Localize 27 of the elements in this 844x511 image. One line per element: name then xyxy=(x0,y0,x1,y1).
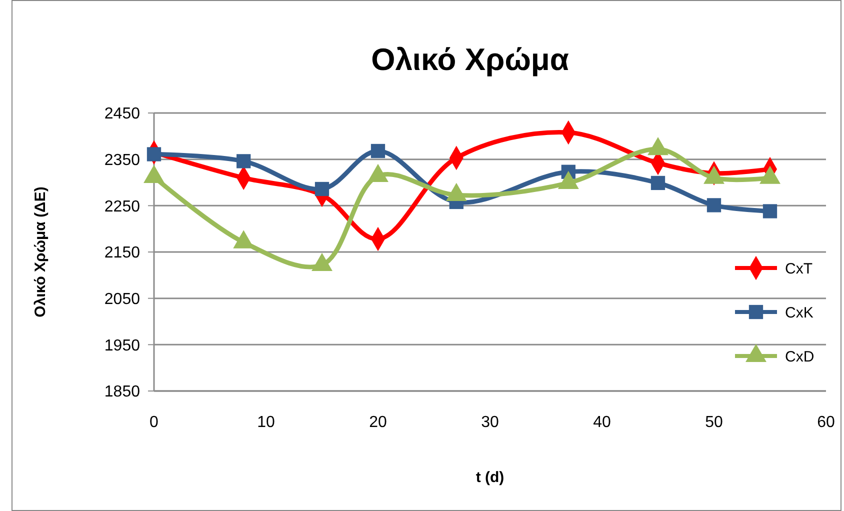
y-tick-label: 2350 xyxy=(104,152,140,169)
legend-label: CxD xyxy=(785,348,814,366)
point xyxy=(146,147,162,162)
y-tick-label: 2250 xyxy=(104,198,140,216)
legend-label: CxT xyxy=(785,260,812,278)
point xyxy=(650,176,666,190)
point xyxy=(706,198,722,212)
x-tick-label: 30 xyxy=(481,414,499,431)
x-tick-label: 20 xyxy=(369,414,387,431)
y-tick-label: 2050 xyxy=(104,290,140,308)
x-tick-label: 0 xyxy=(150,414,159,431)
point xyxy=(370,144,386,158)
x-tick-label: 60 xyxy=(817,414,835,431)
y-tick-label: 1950 xyxy=(104,337,140,354)
y-tick-label: 2150 xyxy=(104,244,140,262)
x-axis-title: t (d) xyxy=(476,469,504,486)
point xyxy=(236,154,251,168)
chart-title: Ολικό Χρώμα xyxy=(371,42,569,77)
point xyxy=(762,204,778,218)
point xyxy=(314,182,330,196)
x-tick-label: 50 xyxy=(705,414,723,431)
x-tick-label: 10 xyxy=(257,414,275,431)
legend-label: CxK xyxy=(785,304,814,322)
y-tick-label: 2450 xyxy=(104,106,140,123)
y-axis-title: Ολικό Χρώμα (ΔΕ) xyxy=(32,186,49,318)
y-tick-label: 1850 xyxy=(104,384,140,401)
x-tick-label: 40 xyxy=(593,414,611,431)
